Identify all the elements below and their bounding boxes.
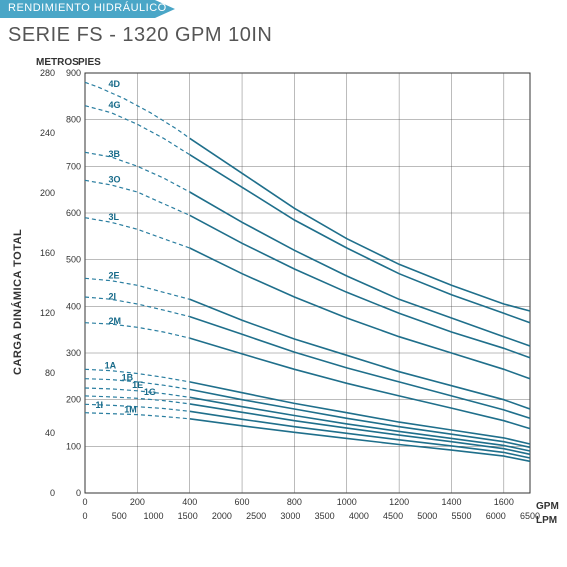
y-axis-label-pies: PIES [78, 57, 101, 68]
svg-text:6000: 6000 [486, 511, 506, 521]
svg-text:600: 600 [235, 497, 250, 507]
svg-text:0: 0 [82, 497, 87, 507]
svg-text:1400: 1400 [441, 497, 461, 507]
svg-text:1200: 1200 [389, 497, 409, 507]
svg-text:400: 400 [182, 497, 197, 507]
svg-text:2500: 2500 [246, 511, 266, 521]
chart-svg: 0200400600800100012001400160005001000150… [0, 55, 567, 545]
svg-text:3000: 3000 [280, 511, 300, 521]
svg-text:5500: 5500 [452, 511, 472, 521]
svg-text:160: 160 [40, 248, 55, 258]
svg-text:300: 300 [66, 348, 81, 358]
svg-text:0: 0 [50, 488, 55, 498]
curve-label-2M: 2M [109, 316, 122, 326]
svg-text:4000: 4000 [349, 511, 369, 521]
curve-2I [190, 317, 530, 419]
x-axis-label-gpm: GPM [536, 501, 559, 512]
svg-text:1600: 1600 [494, 497, 514, 507]
y-axis-title: CARGA DINÁMICA TOTAL [12, 229, 24, 375]
curve-label-1I: 1I [95, 400, 103, 410]
curve-3O [190, 215, 530, 357]
curve-label-1A: 1A [105, 360, 117, 370]
header-band: RENDIMIENTO HIDRÁULICO [0, 0, 567, 20]
pump-curve-chart: METROS PIES CARGA DINÁMICA TOTAL GPM LPM… [0, 55, 567, 550]
curve-label-1G: 1G [144, 387, 156, 397]
svg-text:80: 80 [45, 368, 55, 378]
svg-text:0: 0 [76, 488, 81, 498]
svg-text:900: 900 [66, 68, 81, 78]
curve-label-3O: 3O [109, 175, 121, 185]
curve-label-4D: 4D [109, 79, 121, 89]
svg-text:100: 100 [66, 441, 81, 451]
svg-text:120: 120 [40, 308, 55, 318]
curve-label-3B: 3B [109, 149, 121, 159]
svg-text:500: 500 [66, 255, 81, 265]
svg-text:700: 700 [66, 161, 81, 171]
x-axis-label-lpm: LPM [536, 515, 557, 526]
header-band-label: RENDIMIENTO HIDRÁULICO [8, 2, 167, 14]
curve-label-1E: 1E [132, 380, 143, 390]
curve-label-1M: 1M [124, 405, 137, 415]
svg-text:1000: 1000 [143, 511, 163, 521]
svg-text:0: 0 [82, 511, 87, 521]
curve-label-2I: 2I [109, 291, 117, 301]
svg-text:5000: 5000 [417, 511, 437, 521]
svg-text:200: 200 [40, 188, 55, 198]
svg-text:200: 200 [66, 395, 81, 405]
svg-text:500: 500 [112, 511, 127, 521]
svg-text:400: 400 [66, 301, 81, 311]
svg-text:40: 40 [45, 428, 55, 438]
svg-text:4500: 4500 [383, 511, 403, 521]
svg-text:3500: 3500 [315, 511, 335, 521]
page-title: SERIE FS - 1320 GPM 10IN [8, 24, 567, 47]
svg-text:280: 280 [40, 68, 55, 78]
curve-1G [190, 404, 530, 454]
curve-4D [190, 138, 530, 311]
y-axis-label-metros: METROS [36, 57, 79, 68]
svg-text:1000: 1000 [337, 497, 357, 507]
svg-text:2000: 2000 [212, 511, 232, 521]
svg-text:200: 200 [130, 497, 145, 507]
svg-text:600: 600 [66, 208, 81, 218]
curve-label-4G: 4G [109, 100, 121, 110]
curve-1E [190, 397, 530, 451]
curve-label-3L: 3L [109, 212, 120, 222]
svg-text:240: 240 [40, 128, 55, 138]
svg-text:1500: 1500 [178, 511, 198, 521]
svg-text:800: 800 [66, 115, 81, 125]
curve-label-2E: 2E [109, 270, 120, 280]
svg-text:800: 800 [287, 497, 302, 507]
